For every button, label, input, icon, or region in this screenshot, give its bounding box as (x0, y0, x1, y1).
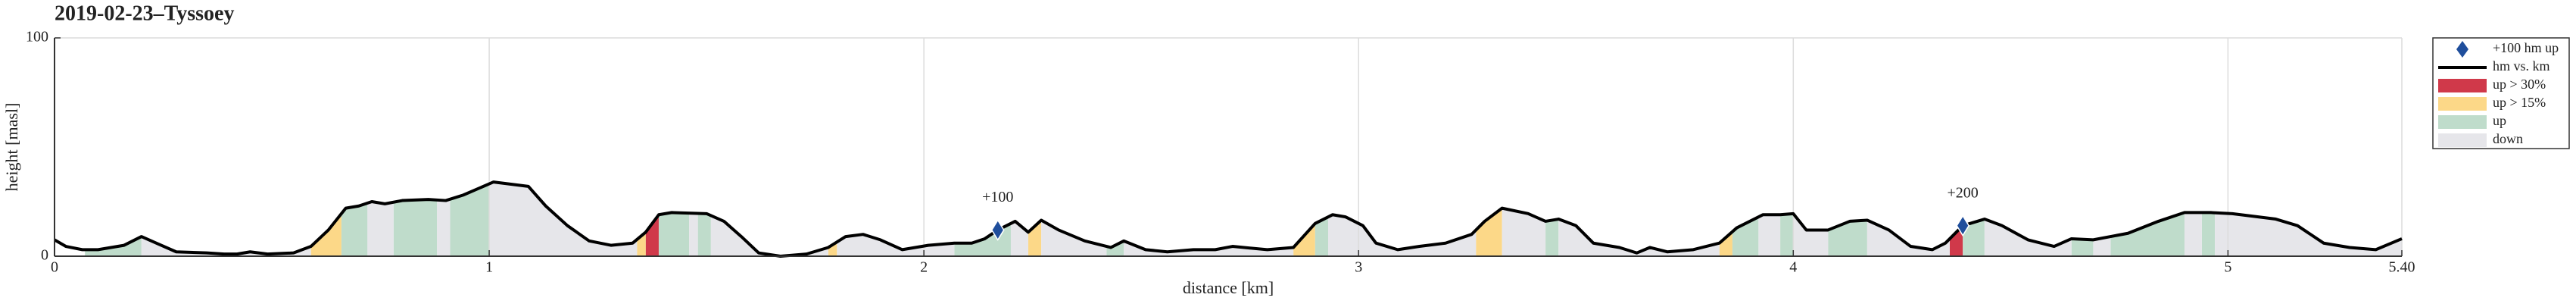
grade-fill (710, 215, 828, 256)
grade-fill (2184, 212, 2202, 256)
x-tick-label: 5 (2224, 259, 2231, 276)
grade-fill (1963, 219, 1985, 256)
grade-fill (1793, 213, 1829, 256)
chart-title: 2019-02-23–Tyssoey (55, 2, 234, 25)
legend-swatch (2438, 79, 2487, 92)
legend-swatch (2438, 133, 2487, 147)
y-tick-label: 0 (41, 247, 48, 264)
legend-swatch (2438, 115, 2487, 129)
x-tick-label: 0 (51, 259, 58, 276)
marker (1956, 215, 1970, 237)
grade-fill (837, 234, 955, 256)
grade-fill (2071, 238, 2094, 256)
grade-fill (645, 215, 659, 256)
grade-fill (2110, 212, 2185, 256)
grade-fill (2201, 212, 2216, 256)
grade-fill (1028, 220, 1042, 256)
grade-fill (2093, 237, 2111, 256)
grade-fill (437, 199, 451, 256)
grade-fill (1949, 225, 1963, 256)
grade-fill (1828, 220, 1867, 256)
grade-fill (1502, 208, 1546, 256)
grade-fill (1315, 217, 1329, 256)
grade-fill (393, 199, 438, 256)
grade-fill (1732, 217, 1759, 256)
marker-label: +200 (1948, 184, 1979, 201)
grade-fill (1780, 213, 1794, 256)
legend-label: up (2493, 113, 2506, 128)
grade-fill (689, 213, 698, 256)
y-axis-label: height [masl] (2, 103, 21, 192)
grade-fill (1328, 215, 1477, 256)
legend-label: up > 30% (2493, 77, 2546, 92)
grade-fill (1558, 219, 1720, 256)
grade-fill (1545, 219, 1559, 256)
legend-marker (2456, 41, 2468, 58)
x-tick-label: 5.40 (2389, 259, 2415, 276)
grade-fill (1041, 220, 1107, 256)
grade-fill (697, 213, 711, 256)
marker-label: +100 (982, 189, 1013, 205)
marker (990, 219, 1005, 241)
legend-label: down (2493, 131, 2523, 146)
legend-label: up > 15% (2493, 95, 2546, 110)
legend-swatch (2438, 97, 2487, 111)
x-axis-label: distance [km] (1183, 278, 1274, 297)
legend-label: hm vs. km (2493, 58, 2550, 74)
grade-fill (489, 182, 638, 256)
grade-fill (1867, 220, 1950, 256)
grade-fill (1758, 215, 1781, 256)
grade-fill (828, 242, 837, 256)
profile-line (53, 180, 2403, 258)
grade-fill (341, 202, 368, 256)
grade-fill (450, 183, 490, 256)
grade-fill (1476, 208, 1502, 256)
legend-box (2432, 37, 2570, 149)
grade-fill (1719, 231, 1732, 256)
x-tick-label: 1 (485, 259, 493, 276)
y-tick-label: 100 (26, 29, 48, 45)
grade-fill (367, 202, 394, 256)
x-tick-label: 2 (920, 259, 928, 276)
grade-fill (658, 212, 690, 256)
grade-fill (85, 237, 142, 256)
legend-label: +100 hm up (2493, 40, 2559, 55)
x-tick-label: 3 (1355, 259, 1362, 276)
x-tick-label: 4 (1789, 259, 1797, 276)
